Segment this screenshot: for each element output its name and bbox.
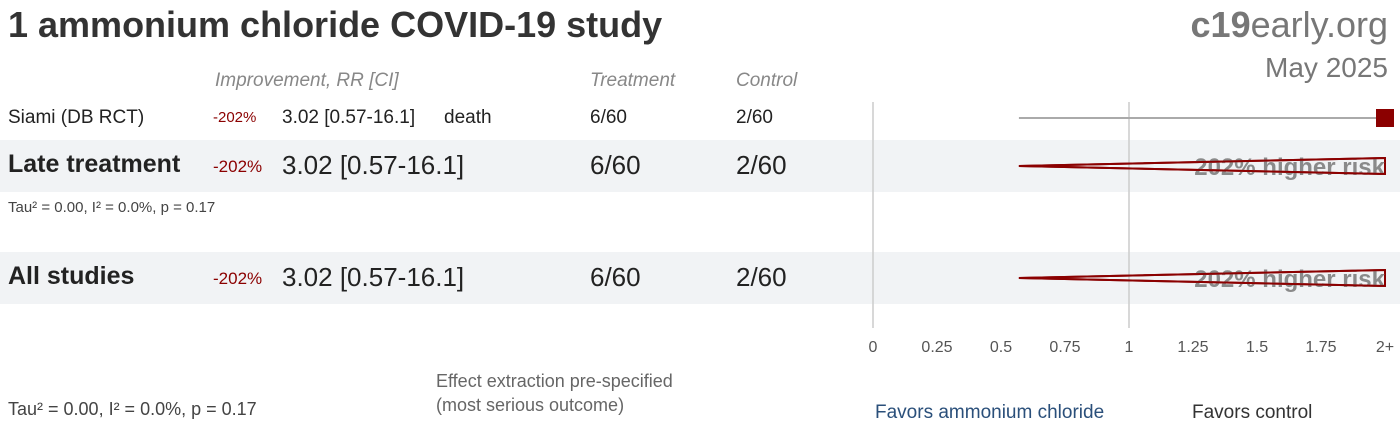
brand-logo: c19early.org xyxy=(1191,4,1388,46)
favors-control-label: Favors control xyxy=(1192,402,1313,423)
x-tick-label: 2+ xyxy=(1376,339,1394,356)
page-title: 1 ammonium chloride COVID-19 study xyxy=(8,4,663,45)
study-label: Siami (DB RCT) xyxy=(8,107,145,128)
x-tick-label: 1.25 xyxy=(1177,339,1208,356)
x-tick-label: 0.25 xyxy=(921,339,952,356)
late-improvement-pct: -202% xyxy=(213,157,263,176)
late-control-count: 2/60 xyxy=(736,150,787,180)
summary-lower-edge xyxy=(1018,277,1386,287)
summary-lower-edge xyxy=(1018,165,1386,175)
extraction-note-line1: Effect extraction pre-specified xyxy=(436,371,673,391)
all-studies-label: All studies xyxy=(8,262,135,290)
brand-rest: early.org xyxy=(1250,4,1388,45)
all-control-count: 2/60 xyxy=(736,262,787,292)
publication-date: May 2025 xyxy=(1265,52,1388,83)
all-rr: 3.02 [0.57-16.1] xyxy=(282,262,465,292)
extraction-note: Effect extraction pre-specified (most se… xyxy=(436,369,673,417)
late-treatment-count: 6/60 xyxy=(590,150,641,180)
row-band-all xyxy=(0,252,1400,304)
late-rr: 3.02 [0.57-16.1] xyxy=(282,150,465,180)
study-rr: 3.02 [0.57-16.1] xyxy=(282,107,416,128)
late-heterogeneity-stats: Tau² = 0.00, I² = 0.0%, p = 0.17 xyxy=(8,199,216,216)
study-improvement-pct: -202% xyxy=(213,109,257,126)
header-treatment: Treatment xyxy=(590,70,676,91)
study-outcome: death xyxy=(444,107,492,128)
x-tick-label: 1 xyxy=(1125,339,1134,356)
all-treatment-count: 6/60 xyxy=(590,262,641,292)
x-tick-label: 0 xyxy=(869,339,878,356)
favors-treatment-label: Favors ammonium chloride xyxy=(875,402,1105,423)
brand-strong: c19 xyxy=(1190,4,1251,45)
header-control: Control xyxy=(736,70,798,91)
extraction-note-line2: (most serious outcome) xyxy=(436,395,625,415)
summary-upper-edge xyxy=(1018,157,1386,167)
summary-upper-edge xyxy=(1018,269,1386,279)
x-tick-label: 0.5 xyxy=(990,339,1012,356)
header-improvement: Improvement, RR [CI] xyxy=(215,70,399,91)
study-treatment: 6/60 xyxy=(590,107,627,128)
footer-heterogeneity-stats: Tau² = 0.00, I² = 0.0%, p = 0.17 xyxy=(8,399,257,419)
study-control: 2/60 xyxy=(736,107,773,128)
x-tick-label: 1.5 xyxy=(1246,339,1268,356)
all-improvement-pct: -202% xyxy=(213,269,263,288)
study-point-marker xyxy=(1376,109,1394,127)
x-tick-label: 1.75 xyxy=(1305,339,1336,356)
x-tick-label: 0.75 xyxy=(1049,339,1080,356)
late-treatment-label: Late treatment xyxy=(8,150,181,178)
row-band-late xyxy=(0,140,1400,192)
